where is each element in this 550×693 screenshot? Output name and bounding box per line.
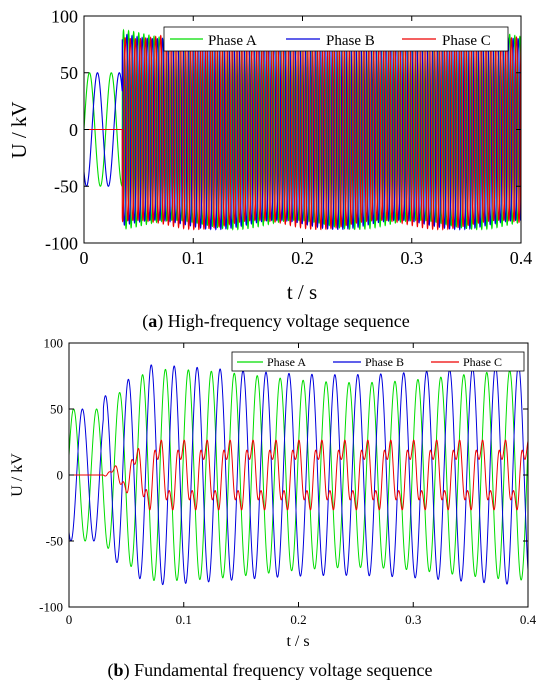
y-tick-label-b: 0 — [57, 468, 64, 483]
caption-letter-b: b — [114, 660, 124, 680]
x-ticks-a: 0 0.1 0.2 0.3 0.4 — [80, 16, 533, 268]
legend-label-a-phase-b: Phase B — [326, 33, 375, 49]
caption-a: (a) High-frequency voltage sequence — [142, 311, 409, 332]
x-tick-label-b: 0.4 — [520, 612, 537, 627]
series-line-b-phase-a — [69, 368, 528, 582]
x-tick-label-b: 0.2 — [290, 612, 306, 627]
y-ticks-b: 100 50 0 -50 -100 — [39, 336, 528, 615]
y-tick-label-b: -50 — [46, 534, 63, 549]
y-tick-label-b: -100 — [39, 600, 63, 615]
caption-text-a: High-frequency voltage sequence — [168, 311, 410, 331]
y-tick-label-a: -50 — [54, 177, 78, 197]
x-tick-label-a: 0.4 — [510, 248, 533, 268]
x-axis-label-b: t / s — [286, 633, 309, 650]
series-line-b-phase-c — [69, 439, 528, 511]
x-tick-label-a: 0 — [80, 248, 89, 268]
caption-b: (b) Fundamental frequency voltage sequen… — [108, 660, 433, 681]
y-tick-label-a: 100 — [51, 6, 78, 26]
x-tick-label-a: 0.3 — [401, 248, 424, 268]
legend-label-a-phase-a: Phase A — [208, 33, 257, 49]
x-tick-label-b: 0.1 — [176, 612, 192, 627]
legend-label-a-phase-c: Phase C — [442, 33, 491, 49]
x-axis-label-a: t / s — [287, 280, 317, 304]
legend-label-b-phase-c: Phase C — [463, 355, 502, 369]
caption-text-b: Fundamental frequency voltage sequence — [134, 660, 432, 680]
legend-a: Phase A Phase B Phase C — [163, 26, 509, 52]
x-tick-label-b: 0 — [66, 612, 73, 627]
y-axis-label-b: U / kV — [9, 453, 26, 497]
x-tick-label-a: 0.1 — [182, 248, 205, 268]
legend-box-a — [163, 26, 509, 52]
series-group-a — [84, 28, 521, 231]
legend-label-b-phase-b: Phase B — [365, 355, 404, 369]
caption-letter-a: a — [148, 311, 157, 331]
legend-b: Phase A Phase B Phase C — [231, 351, 525, 372]
y-tick-label-a: 0 — [69, 120, 78, 140]
chart-a: 100 50 0 -50 -100 0 0.1 0.2 0.3 0.4 U / kV t / s… — [7, 6, 532, 332]
chart-b: 100 50 0 -50 -100 0 0.1 0.2 0.3 0.4 U / kV t / s… — [9, 336, 537, 681]
y-tick-label-a: 50 — [60, 63, 78, 83]
y-ticks-a: 100 50 0 -50 -100 — [45, 6, 521, 253]
legend-box-b — [231, 351, 525, 372]
series-line-b-phase-b — [69, 364, 528, 586]
y-tick-label-b: 50 — [50, 402, 63, 417]
x-tick-label-b: 0.3 — [405, 612, 421, 627]
series-group-b — [69, 364, 528, 586]
y-axis-label-a: U / kV — [7, 101, 31, 158]
legend-label-b-phase-a: Phase A — [267, 355, 306, 369]
x-ticks-b: 0 0.1 0.2 0.3 0.4 — [66, 343, 537, 627]
x-tick-label-a: 0.2 — [291, 248, 314, 268]
y-tick-label-a: -100 — [45, 233, 78, 253]
y-tick-label-b: 100 — [44, 336, 64, 351]
